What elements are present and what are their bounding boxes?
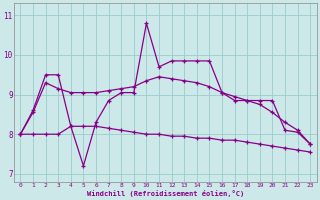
X-axis label: Windchill (Refroidissement éolien,°C): Windchill (Refroidissement éolien,°C) [87,190,244,197]
